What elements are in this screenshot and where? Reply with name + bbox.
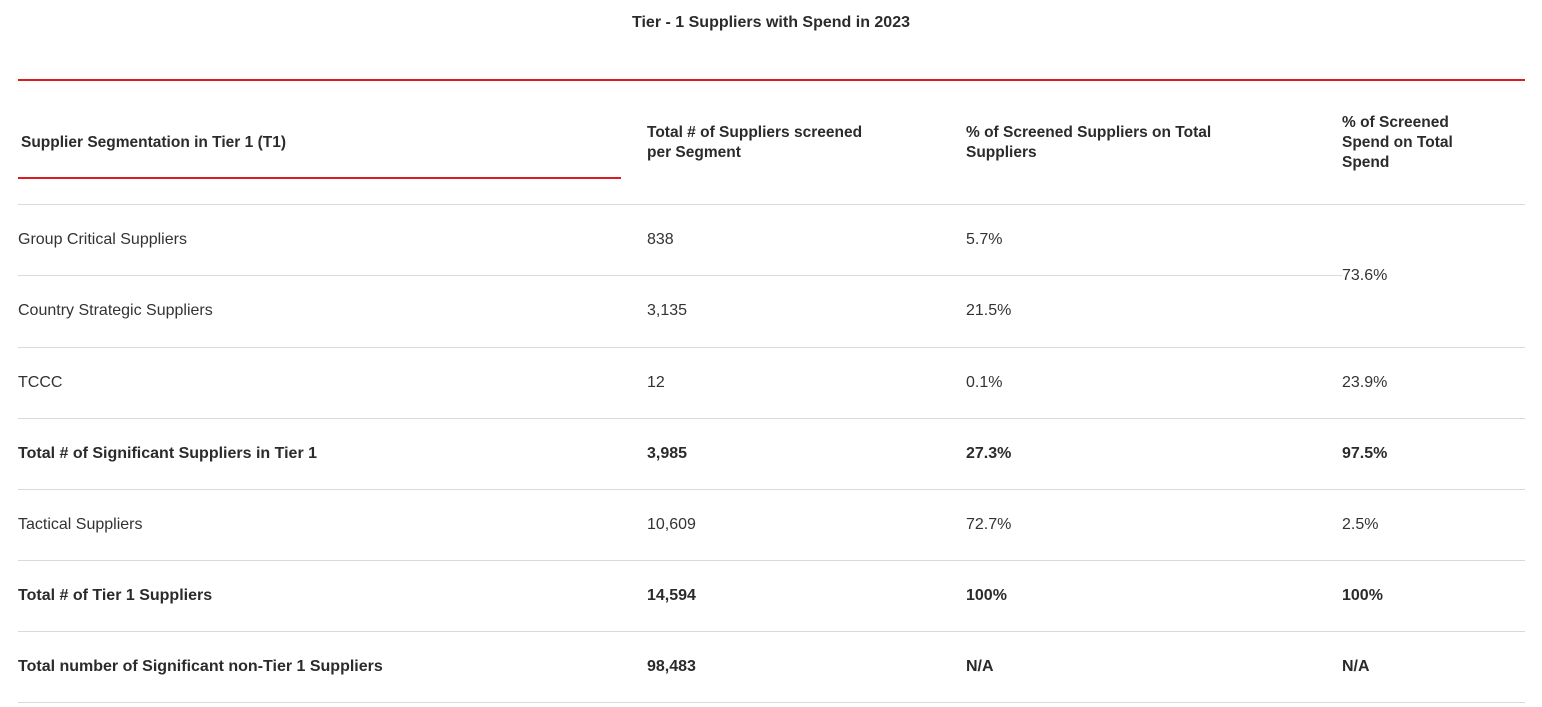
header-pct-spend: % of Screened Spend on Total Spend	[1342, 114, 1453, 171]
cell-total: 838	[647, 231, 674, 248]
top-divider	[18, 79, 1525, 81]
table-header: Supplier Segmentation in Tier 1 (T1) Tot…	[18, 81, 1525, 205]
header-segment-underline	[18, 177, 621, 179]
cell-segment: Country Strategic Suppliers	[18, 302, 213, 319]
table-row: Tactical Suppliers 10,609 72.7% 2.5%	[18, 490, 1525, 561]
cell-total: 14,594	[647, 587, 696, 604]
cell-segment: Total # of Significant Suppliers in Tier…	[18, 445, 318, 462]
cell-pct-spend: 2.5%	[1342, 516, 1379, 533]
cell-pct-suppliers: 21.5%	[966, 302, 1012, 319]
header-pct-suppliers: % of Screened Suppliers on Total Supplie…	[966, 124, 1212, 161]
table-row: TCCC 12 0.1% 23.9%	[18, 348, 1525, 419]
header-segment: Supplier Segmentation in Tier 1 (T1)	[21, 134, 286, 151]
header-total-screened: Total # of Suppliers screened per Segmen…	[647, 124, 863, 161]
cell-segment: Tactical Suppliers	[18, 516, 143, 533]
cell-pct-suppliers: 27.3%	[966, 445, 1012, 462]
cell-segment: Group Critical Suppliers	[18, 231, 187, 248]
cell-pct-spend: N/A	[1342, 658, 1370, 675]
table-row: Country Strategic Suppliers 3,135 21.5%	[18, 276, 1342, 346]
supplier-table: Supplier Segmentation in Tier 1 (T1) Tot…	[18, 81, 1525, 703]
cell-pct-spend: 23.9%	[1342, 374, 1388, 391]
table-row: Total # of Tier 1 Suppliers 14,594 100% …	[18, 561, 1525, 632]
table-title: Tier - 1 Suppliers with Spend in 2023	[632, 14, 910, 31]
cell-segment: TCCC	[18, 374, 63, 391]
cell-total: 10,609	[647, 516, 696, 533]
table-row: Total number of Significant non-Tier 1 S…	[18, 632, 1525, 703]
cell-segment: Total number of Significant non-Tier 1 S…	[18, 658, 383, 675]
cell-total: 3,985	[647, 445, 688, 462]
cell-pct-suppliers: 72.7%	[966, 516, 1012, 533]
table-row: Group Critical Suppliers 838 5.7%	[18, 205, 1342, 276]
merged-row-group: Group Critical Suppliers 838 5.7% Countr…	[18, 205, 1525, 348]
cell-segment: Total # of Tier 1 Suppliers	[18, 587, 213, 604]
cell-total: 3,135	[647, 302, 688, 319]
cell-pct-suppliers: 0.1%	[966, 374, 1003, 391]
cell-pct-spend: 97.5%	[1342, 445, 1388, 462]
cell-pct-suppliers: 5.7%	[966, 231, 1003, 248]
cell-pct-suppliers: 100%	[966, 587, 1007, 604]
cell-pct-suppliers: N/A	[966, 658, 994, 675]
cell-total: 98,483	[647, 658, 696, 675]
cell-pct-spend: 100%	[1342, 587, 1383, 604]
cell-pct-spend-merged: 73.6%	[1342, 267, 1388, 284]
cell-total: 12	[647, 374, 665, 391]
table-row: Total # of Significant Suppliers in Tier…	[18, 419, 1525, 490]
